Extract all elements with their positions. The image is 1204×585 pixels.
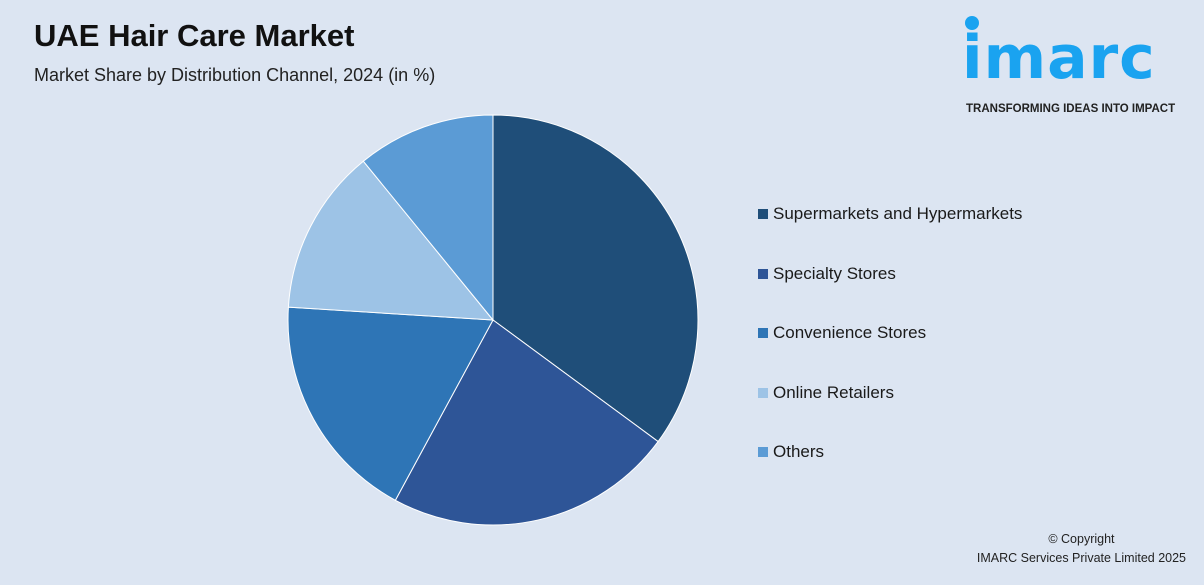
- legend-swatch: [758, 328, 768, 338]
- pie-slice-supermarkets-and-hypermarkets: [492, 114, 699, 443]
- copyright: © Copyright IMARC Services Private Limit…: [977, 530, 1186, 568]
- legend-label: Specialty Stores: [773, 263, 896, 283]
- legend-label: Online Retailers: [773, 382, 894, 402]
- copyright-company: IMARC Services Private Limited 2025: [976, 551, 1186, 565]
- legend-item: Online Retailers: [758, 382, 1022, 442]
- legend: Supermarkets and Hypermarkets Specialty S…: [758, 203, 1022, 501]
- legend-swatch: [758, 447, 768, 457]
- chart-title: UAE Hair Care Market: [34, 18, 355, 53]
- pie-slice-convenience-stores: [287, 306, 494, 501]
- legend-item: Others: [758, 441, 1022, 501]
- logo-dot-icon: [965, 16, 979, 30]
- copyright-label: © Copyright: [1048, 532, 1115, 546]
- logo-wordmark: imarc: [962, 23, 1156, 93]
- legend-swatch: [758, 387, 768, 398]
- legend-item: Supermarkets and Hypermarkets: [758, 203, 1022, 263]
- legend-item: Convenience Stores: [758, 322, 1022, 382]
- pie-slice-specialty-stores: [394, 319, 659, 526]
- legend-swatch: [758, 268, 768, 279]
- legend-label: Supermarkets and Hypermarkets: [773, 204, 1023, 223]
- chart-subtitle: Market Share by Distribution Channel, 20…: [34, 65, 436, 85]
- logo-tagline: TRANSFORMING IDEAS INTO IMPACT: [966, 103, 1176, 115]
- imarc-logo: imarc TRANSFORMING IDEAS INTO IMPACT: [960, 14, 1196, 118]
- pie-slice-others: [362, 114, 494, 322]
- legend-swatch: [758, 209, 768, 219]
- legend-label: Convenience Stores: [773, 323, 927, 342]
- legend-label: Others: [773, 442, 825, 461]
- legend-item: Specialty Stores: [758, 263, 1022, 323]
- pie-slice-online-retailers: [287, 160, 495, 321]
